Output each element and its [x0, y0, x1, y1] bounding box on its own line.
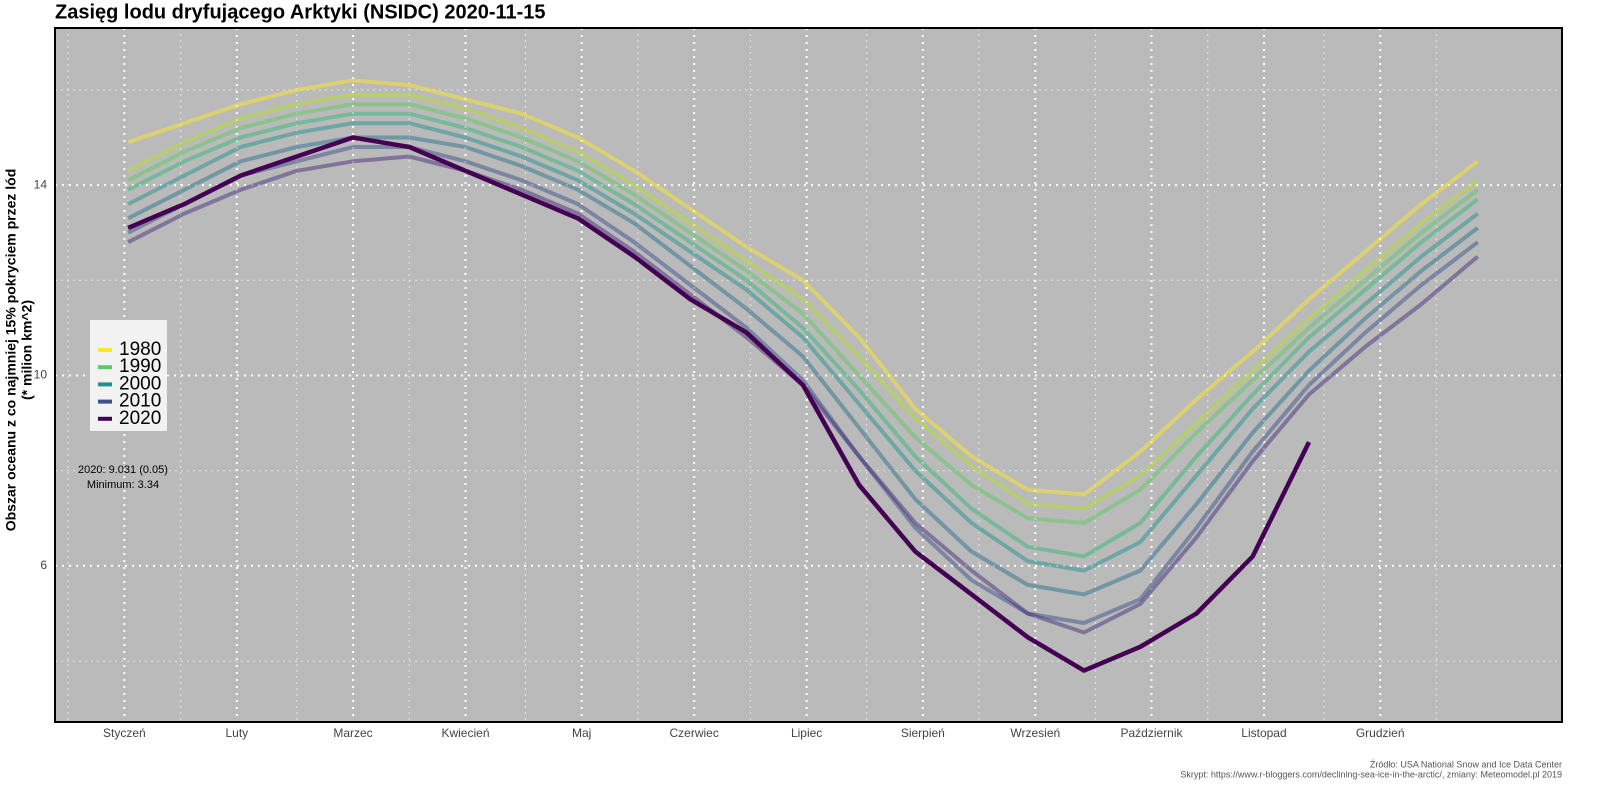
x-tick-label: Wrzesień — [1010, 726, 1060, 740]
x-tick-label: Październik — [1120, 726, 1183, 740]
chart-title: Zasięg lodu dryfującego Arktyki (NSIDC) … — [55, 1, 546, 23]
y-axis-title-line: Obszar oceanu z co najmniej 15% pokrycie… — [3, 169, 19, 532]
series-line — [127, 145, 1479, 625]
annotation: 2020: 9.031 (0.05) — [78, 464, 168, 476]
series-line — [127, 135, 1312, 673]
series-line — [127, 111, 1479, 559]
source: Skrypt: https://www.r-bloggers.com/decli… — [1180, 769, 1562, 779]
legend-label: 2010 — [119, 391, 161, 412]
series-line — [127, 121, 1479, 573]
source: Źródło: USA National Snow and Ice Data C… — [1370, 759, 1562, 769]
plot-area — [55, 28, 1562, 722]
grid — [55, 28, 1562, 722]
series-line — [127, 78, 1479, 497]
x-tick-label: Listopad — [1241, 726, 1286, 740]
x-tick-label: Grudzień — [1356, 726, 1405, 740]
legend-box — [90, 320, 167, 431]
x-tick-label: Styczeń — [103, 726, 146, 740]
x-tick-label: Czerwiec — [669, 726, 718, 740]
y-tick-label: 6 — [40, 558, 47, 572]
legend-label: 1990 — [119, 356, 161, 377]
series-line — [127, 92, 1479, 511]
x-tick-label: Lipiec — [791, 726, 822, 740]
lines — [127, 78, 1479, 673]
legend-label: 1980 — [119, 339, 161, 360]
plot-border — [54, 27, 1563, 723]
x-tick-label: Luty — [225, 726, 248, 740]
y-axis-title-line: (* milion km^2) — [19, 300, 35, 400]
x-tick-label: Sierpień — [901, 726, 945, 740]
y-tick-label: 14 — [34, 177, 48, 191]
x-tick-label: Maj — [572, 726, 591, 740]
y-tick-label: 10 — [34, 368, 48, 382]
annotation: Minimum: 3.34 — [87, 479, 159, 491]
legend-label: 2000 — [119, 373, 161, 394]
series-line — [127, 102, 1479, 525]
y-axis-title: Obszar oceanu z co najmniej 15% pokrycie… — [3, 169, 35, 532]
x-tick-label: Marzec — [333, 726, 372, 740]
legend-label: 2020 — [119, 408, 161, 429]
x-tick-label: Kwiecień — [441, 726, 489, 740]
